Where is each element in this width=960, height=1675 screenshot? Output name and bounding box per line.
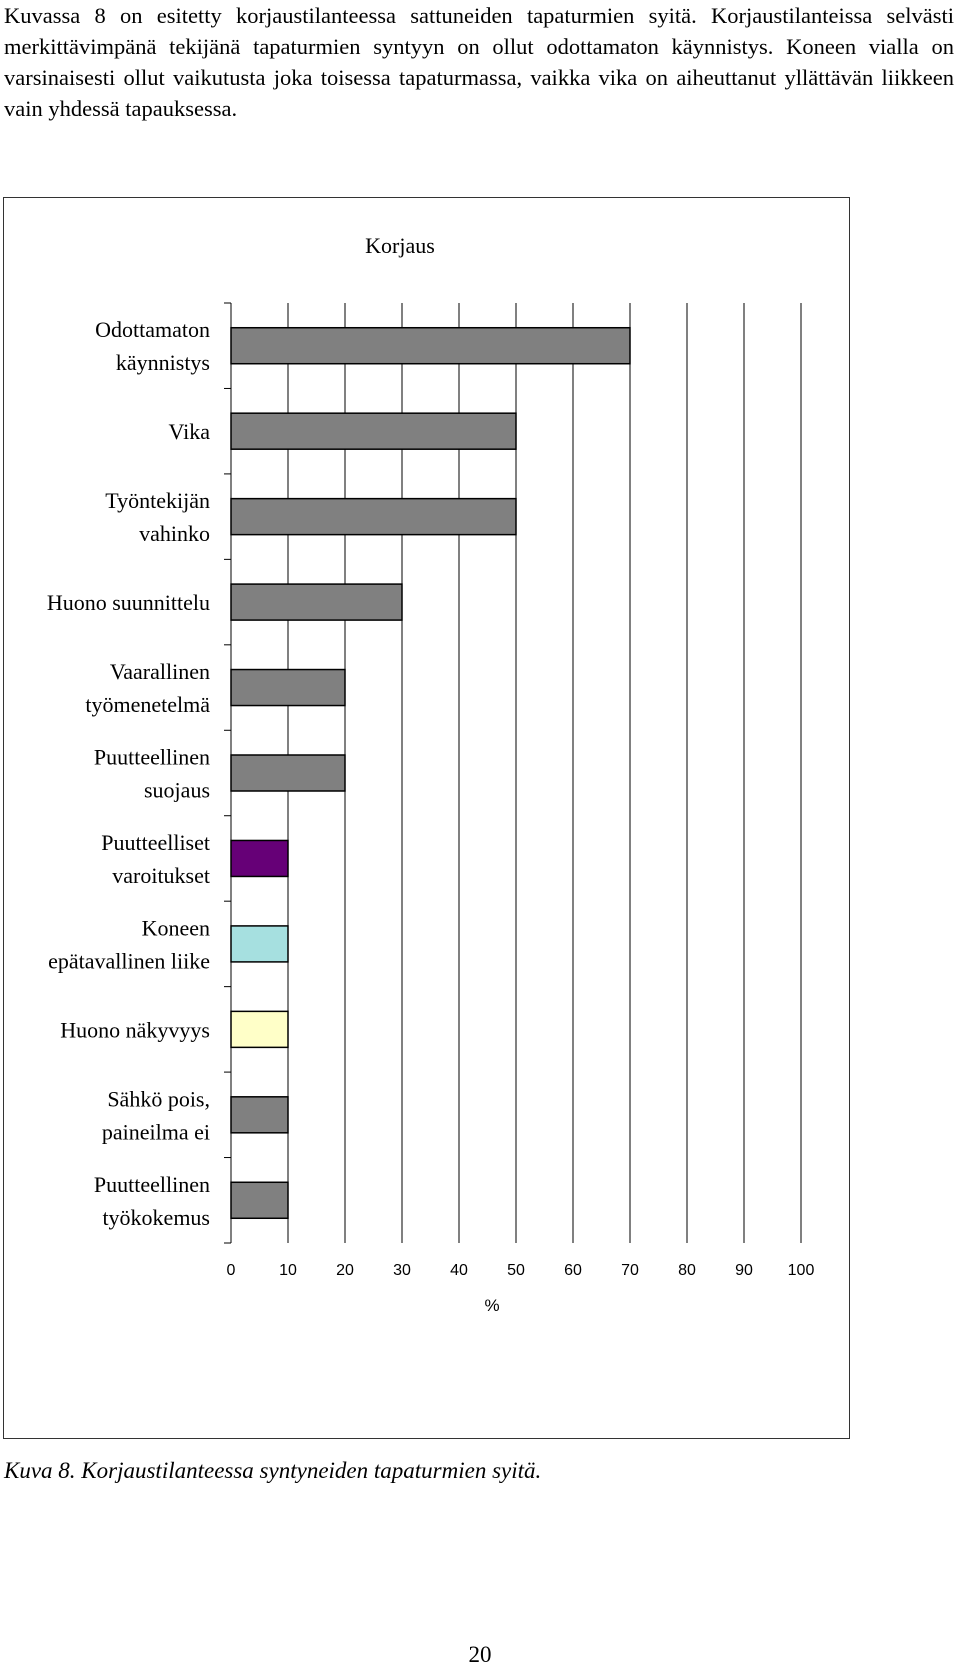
category-label: työmenetelmä: [85, 692, 210, 717]
bar: [230, 497, 517, 536]
x-tick-label: 10: [279, 1262, 297, 1279]
category-label: Vaarallinen: [110, 659, 210, 684]
category-label: työkokemus: [102, 1205, 210, 1230]
category-label: Vika: [169, 419, 211, 444]
category-label: käynnistys: [116, 350, 210, 375]
category-label: Huono suunnittelu: [47, 590, 210, 615]
x-tick-label: 80: [678, 1262, 696, 1279]
bar: [230, 583, 403, 621]
x-tick-label: 50: [507, 1262, 525, 1279]
bar: [230, 326, 631, 365]
category-label: Huono näkyvyys: [60, 1017, 210, 1042]
category-label: Puutteelliset: [101, 830, 210, 855]
bar: [230, 412, 517, 450]
chart-title: Korjaus: [365, 233, 435, 258]
page-number: 20: [468, 1642, 492, 1667]
bar: [230, 754, 346, 792]
category-label: Odottamaton: [95, 317, 210, 342]
category-label: Sähkö pois,: [107, 1086, 210, 1111]
chart-frame: Korjaus Odottamaton käynnistys Vika Työntek…: [3, 197, 850, 1439]
x-tick-label: 90: [735, 1262, 753, 1279]
category-label: Koneen: [142, 915, 210, 940]
x-tick-label: 20: [336, 1262, 354, 1279]
category-label: Puutteellinen: [94, 1172, 210, 1197]
category-label: paineilma ei: [102, 1119, 210, 1144]
x-tick-label: 40: [450, 1262, 468, 1279]
category-label: Työntekijän: [105, 488, 210, 513]
category-label: suojaus: [144, 778, 210, 803]
bar: [230, 1181, 289, 1220]
x-tick-label: 70: [621, 1262, 639, 1279]
bar: [230, 1010, 289, 1049]
x-tick-label: 60: [564, 1262, 582, 1279]
figure-caption: Kuva 8. Korjaustilanteessa syntyneiden t…: [4, 1458, 542, 1483]
category-label: epätavallinen liike: [48, 948, 210, 973]
bar: [230, 668, 346, 707]
bar-chart: Korjaus Odottamaton käynnistys Vika Työntek…: [47, 233, 815, 1315]
y-axis: [224, 302, 232, 1244]
category-labels: Odottamaton käynnistys Vika Työntekijän vahi…: [47, 317, 210, 1230]
gridlines: [287, 303, 802, 1243]
x-tick-labels: 0 10 20 30 40 50 60 70 80 90 100: [227, 1262, 815, 1279]
category-label: Puutteellinen: [94, 745, 210, 770]
intro-paragraph: Kuvassa 8 on esitetty korjaustilanteessa…: [4, 3, 954, 121]
x-tick-label: 30: [393, 1262, 411, 1279]
bar: [230, 925, 289, 963]
bars: [230, 326, 631, 1220]
x-tick-label: 0: [227, 1262, 236, 1279]
bar: [230, 839, 289, 878]
category-label: varoitukset: [112, 863, 210, 888]
bar: [230, 1096, 289, 1134]
category-label: vahinko: [139, 521, 210, 546]
x-axis-label: %: [484, 1296, 499, 1315]
x-tick-label: 100: [788, 1262, 815, 1279]
